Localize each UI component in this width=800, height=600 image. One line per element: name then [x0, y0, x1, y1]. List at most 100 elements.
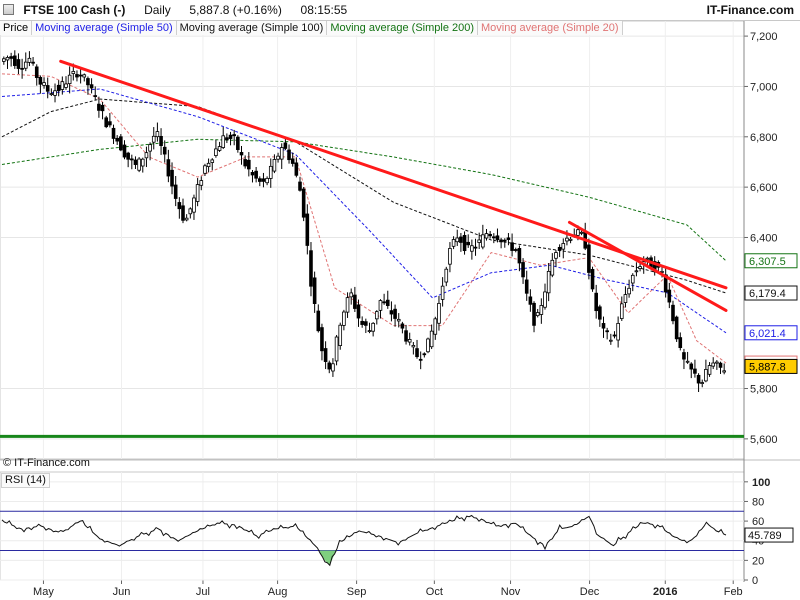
legend-item-ma50[interactable]: Moving average (Simple 50): [32, 21, 177, 35]
candle-body: [64, 83, 68, 88]
candle: [162, 140, 167, 163]
candle-body: [411, 345, 416, 348]
rsi-value-tag: 45.789: [744, 527, 794, 543]
candle: [38, 75, 43, 94]
candle-body: [426, 338, 430, 353]
rsi-panel-label[interactable]: RSI (14): [1, 473, 50, 488]
candle: [696, 373, 701, 393]
candle-body: [418, 358, 423, 361]
legend-item-price[interactable]: Price: [0, 21, 33, 35]
candle-body: [34, 66, 39, 78]
candle: [268, 158, 273, 188]
candle: [492, 233, 496, 244]
candle: [181, 198, 185, 224]
candle-body: [137, 158, 141, 171]
candle: [415, 339, 419, 359]
candle-body: [217, 146, 222, 151]
candle-body: [499, 239, 503, 243]
rsi-value-box: [744, 527, 794, 543]
candle: [550, 253, 555, 278]
candle: [568, 236, 573, 244]
candle: [689, 362, 694, 379]
rsi-ytick-label: 20: [752, 555, 764, 567]
candle: [674, 315, 679, 342]
indicator-legend: Price Moving average (Simple 50) Moving av…: [0, 21, 623, 35]
candle-body: [12, 55, 17, 66]
xtick-label: May: [33, 586, 54, 598]
candle-body: [5, 57, 10, 61]
candle: [31, 57, 35, 66]
candle: [502, 238, 507, 248]
candle: [678, 332, 683, 351]
candle: [279, 143, 284, 169]
xtick-label: Dec: [580, 586, 600, 598]
candle-body: [181, 205, 185, 221]
candle-body: [685, 360, 690, 363]
rsi-ytick-label: 100: [752, 477, 770, 489]
candle-body: [305, 213, 310, 246]
candle: [75, 70, 79, 82]
candle-body: [265, 177, 269, 184]
candle: [115, 135, 119, 145]
candle-body: [506, 237, 511, 240]
candle-body: [470, 245, 474, 252]
candle-body: [389, 310, 394, 315]
candle-body: [192, 197, 196, 213]
candle: [601, 316, 606, 338]
candle: [718, 361, 723, 374]
candle: [667, 282, 672, 309]
candle: [49, 88, 54, 97]
menu-icon[interactable]: [3, 4, 14, 15]
candle-body: [276, 155, 280, 160]
candle-body: [535, 312, 540, 317]
candle-body: [119, 136, 123, 151]
candle-body: [455, 237, 460, 243]
candle: [473, 238, 478, 256]
candle-body: [543, 291, 547, 308]
candle: [598, 304, 602, 327]
candle: [671, 300, 675, 325]
candle: [294, 157, 299, 178]
candle: [455, 229, 460, 246]
candle-body: [239, 152, 244, 156]
candle: [590, 266, 595, 292]
candle-body: [433, 318, 438, 335]
candle: [360, 316, 364, 328]
candle-body: [283, 142, 288, 149]
candle: [67, 66, 72, 94]
value-tag-box: [744, 358, 798, 374]
legend-item-ma20[interactable]: Moving average (Simple 20): [478, 21, 623, 35]
price-ytick-label: 5,600: [750, 434, 778, 446]
candle: [137, 157, 141, 173]
candle: [287, 144, 291, 164]
candle: [616, 316, 620, 348]
candle: [619, 296, 624, 321]
candle-body: [382, 301, 386, 304]
candle-body: [38, 76, 43, 85]
rsi-ytick-label: 0: [752, 575, 758, 587]
candle-body: [261, 178, 266, 182]
candle: [411, 342, 416, 355]
candle-body: [378, 300, 383, 311]
candle-body: [517, 248, 522, 264]
candle: [513, 247, 518, 253]
candle: [9, 52, 13, 67]
candle: [327, 360, 332, 374]
candle: [93, 86, 98, 100]
candle: [422, 352, 427, 358]
candle-body: [630, 274, 635, 284]
legend-item-ma200[interactable]: Moving average (Simple 200): [327, 21, 479, 35]
candle: [459, 233, 463, 252]
candle: [144, 146, 149, 168]
candle-body: [2, 58, 6, 62]
candle: [228, 131, 233, 146]
candle-body: [634, 270, 639, 273]
candle: [203, 163, 207, 177]
legend-item-ma100[interactable]: Moving average (Simple 100): [176, 21, 328, 35]
candle: [100, 102, 105, 120]
candle-body: [715, 361, 719, 364]
candle-body: [609, 339, 613, 342]
candle-body: [568, 238, 573, 241]
price-panel: [0, 20, 745, 460]
